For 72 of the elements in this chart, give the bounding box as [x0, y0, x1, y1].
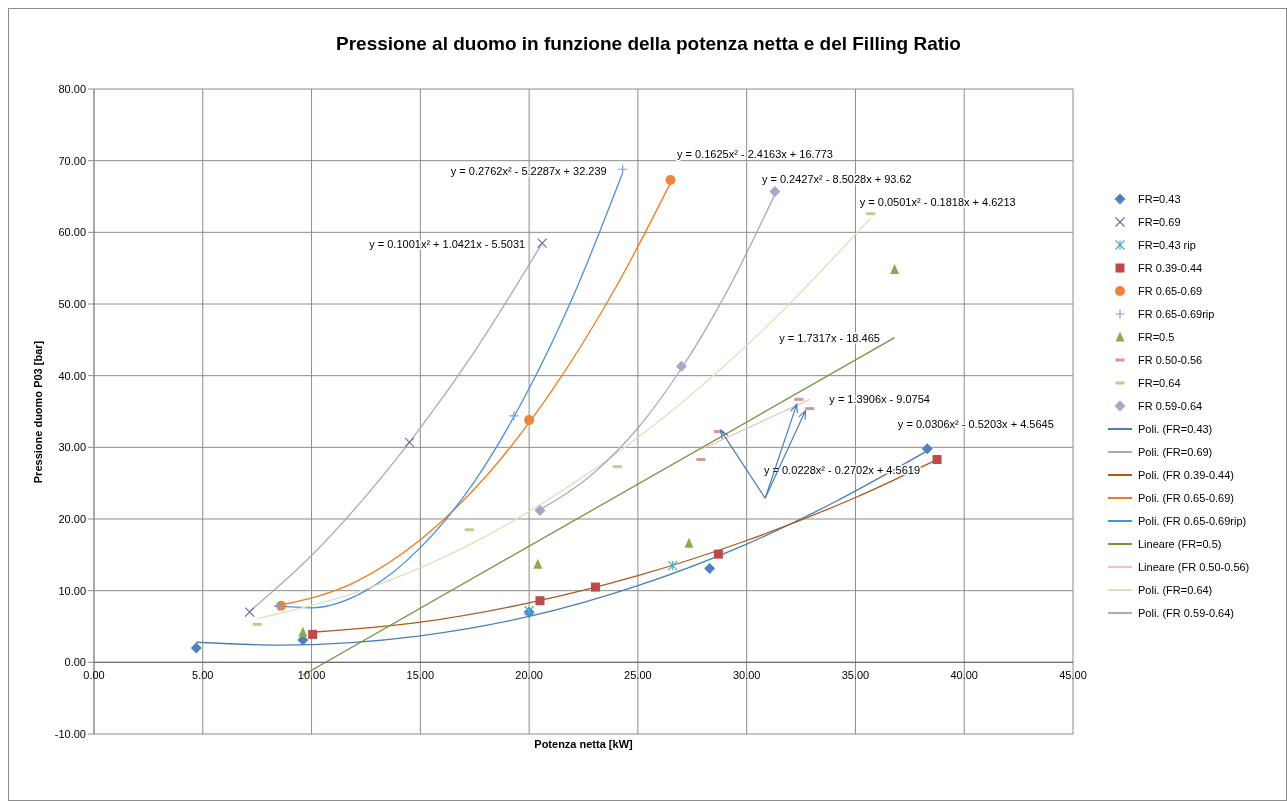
point	[244, 607, 255, 618]
point	[675, 360, 687, 372]
legend-label: FR 0.65-0.69	[1138, 284, 1203, 297]
point	[890, 264, 900, 275]
point	[704, 562, 716, 574]
legend-label: FR=0.43 rip	[1138, 238, 1196, 251]
point	[533, 558, 543, 569]
legend-label: Poli. (FR=0.64)	[1138, 583, 1213, 596]
x-tick-label: 15.00	[406, 669, 435, 682]
y-tick-label: 40.00	[58, 369, 86, 382]
annotation: y = 1.7317x - 18.465	[779, 332, 880, 345]
legend-label: Poli. (FR=0.69)	[1138, 445, 1213, 458]
legend-label: FR=0.5	[1138, 330, 1175, 343]
y-tick-label: 60.00	[58, 226, 86, 239]
y-tick-label: -10.00	[54, 727, 86, 740]
legend-label: Poli. (FR=0.43)	[1138, 422, 1213, 435]
y-axis-title: Pressione duomo P03 [bar]	[32, 340, 44, 483]
point	[534, 504, 546, 516]
x-tick-label: 5.00	[192, 669, 214, 682]
annotation: y = 0.2427x² - 8.5028x + 93.62	[761, 173, 912, 186]
legend-label: Poli. (FR 0.65-0.69rip)	[1138, 514, 1247, 527]
x-tick-label: 35.00	[841, 669, 870, 682]
legend-label: Lineare (FR=0.5)	[1138, 537, 1222, 550]
legend-label: FR=0.43	[1138, 192, 1181, 205]
point	[684, 537, 694, 548]
x-tick-label: 0.00	[83, 669, 105, 682]
y-tick-label: 80.00	[58, 82, 86, 95]
point	[921, 443, 933, 455]
y-tick-label: 0.00	[64, 656, 86, 669]
legend-label: FR 0.59-0.64	[1138, 399, 1203, 412]
legend-label: FR=0.69	[1138, 215, 1181, 228]
point	[932, 455, 942, 465]
point	[537, 237, 548, 249]
point	[190, 642, 202, 654]
legend-label: Poli. (FR 0.59-0.64)	[1138, 606, 1234, 619]
x-tick-label: 25.00	[624, 669, 652, 682]
point	[713, 549, 723, 559]
point	[590, 582, 600, 592]
x-tick-label: 45.00	[1059, 669, 1087, 682]
x-tick-label: 40.00	[950, 669, 978, 682]
annotation: y = 0.0501x² - 0.1818x + 4.6213	[859, 195, 1016, 208]
y-tick-label: 10.00	[58, 584, 86, 597]
annotation: y = 0.0306x² - 0.5203x + 4.5645	[897, 418, 1054, 431]
legend-label: FR 0.50-0.56	[1138, 353, 1203, 366]
point	[769, 185, 781, 197]
annotation: y = 1.3906x - 9.0754	[829, 392, 930, 405]
point	[508, 410, 519, 421]
point	[524, 415, 535, 426]
legend-label: FR=0.64	[1138, 376, 1181, 389]
point	[298, 626, 308, 637]
point	[667, 560, 678, 571]
annotation: y = 0.1001x² + 1.0421x - 5.5031	[369, 237, 526, 250]
chart-title: Pressione al duomo in funzione della potenza netta e del Filling Ratio	[335, 33, 962, 55]
legend-label: FR 0.65-0.69rip	[1138, 307, 1215, 320]
legend-label: Poli. (FR 0.65-0.69)	[1138, 491, 1234, 504]
annotation: y = 0.2762x² - 5.2287x + 32.239	[450, 164, 607, 177]
x-axis-title: Potenza netta [kW]	[533, 738, 634, 750]
point	[535, 596, 545, 606]
legend-label: FR 0.39-0.44	[1138, 261, 1203, 274]
point	[404, 437, 415, 448]
x-tick-label: 20.00	[515, 669, 543, 682]
point	[665, 175, 676, 186]
x-tick-label: 10.00	[297, 669, 326, 682]
y-tick-label: 30.00	[58, 441, 86, 454]
x-tick-label: 30.00	[732, 669, 761, 682]
point	[308, 629, 318, 639]
y-tick-label: 50.00	[58, 297, 86, 310]
legend-label: Lineare (FR 0.50-0.56)	[1138, 560, 1250, 573]
annotation: y = 0.1625x² - 2.4163x + 16.773	[677, 148, 833, 161]
y-tick-label: 20.00	[58, 512, 86, 525]
legend-label: Poli. (FR 0.39-0.44)	[1138, 468, 1234, 481]
y-tick-label: 70.00	[58, 154, 86, 167]
